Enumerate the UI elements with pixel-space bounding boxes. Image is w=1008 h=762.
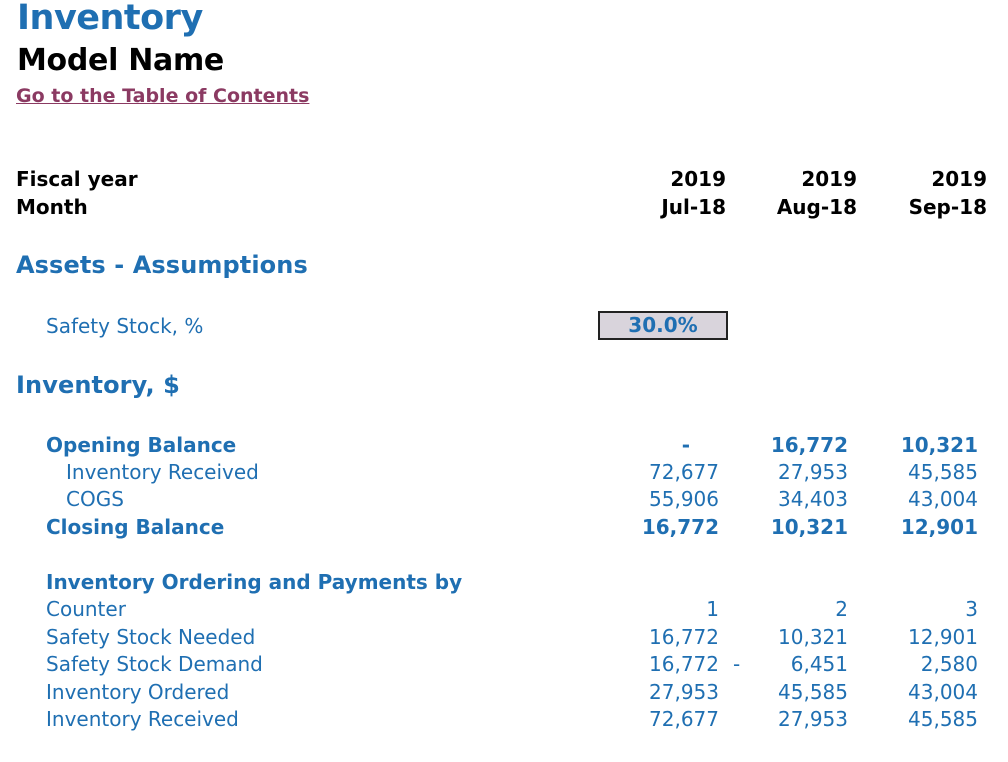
fiscal-year-col-1: 2019 xyxy=(670,167,726,191)
cogs-label: COGS xyxy=(66,487,124,511)
closing-balance-col-3: 12,901 xyxy=(900,515,978,539)
counter-col-3: 3 xyxy=(965,597,978,621)
safety-stock-demand-sign-marker: - xyxy=(733,652,741,676)
opening-balance-label: Opening Balance xyxy=(46,433,237,457)
safety-stock-needed-col-1: 16,772 xyxy=(649,625,719,649)
closing-balance-label: Closing Balance xyxy=(46,515,225,539)
ordering-inventory-received-col-1: 72,677 xyxy=(649,707,719,731)
fiscal-year-col-2: 2019 xyxy=(801,167,857,191)
opening-balance-col-1: - xyxy=(681,433,690,457)
ordering-inventory-received-col-2: 27,953 xyxy=(778,707,848,731)
fiscal-year-label: Fiscal year xyxy=(16,167,138,191)
inventory-section-title: Inventory, $ xyxy=(16,371,180,399)
inventory-received-col-1: 72,677 xyxy=(649,460,719,484)
month-col-1: Jul-18 xyxy=(661,195,726,219)
inventory-ordered-col-2: 45,585 xyxy=(778,680,848,704)
fiscal-year-col-3: 2019 xyxy=(931,167,987,191)
safety-stock-needed-label: Safety Stock Needed xyxy=(46,625,256,649)
closing-balance-col-2: 10,321 xyxy=(770,515,848,539)
safety-stock-label: Safety Stock, % xyxy=(46,314,204,338)
safety-stock-demand-col-2: 6,451 xyxy=(790,652,848,676)
inventory-received-col-3: 45,585 xyxy=(908,460,978,484)
ordering-section-title: Inventory Ordering and Payments by xyxy=(46,570,463,594)
inventory-ordered-col-3: 43,004 xyxy=(908,680,978,704)
cogs-col-2: 34,403 xyxy=(778,487,848,511)
safety-stock-needed-col-2: 10,321 xyxy=(778,625,848,649)
counter-col-2: 2 xyxy=(835,597,848,621)
cogs-col-3: 43,004 xyxy=(908,487,978,511)
ordering-inventory-received-label: Inventory Received xyxy=(46,707,239,731)
month-col-3: Sep-18 xyxy=(908,195,987,219)
inventory-received-col-2: 27,953 xyxy=(778,460,848,484)
safety-stock-demand-col-3: 2,580 xyxy=(920,652,978,676)
month-label: Month xyxy=(16,195,88,219)
inventory-ordered-label: Inventory Ordered xyxy=(46,680,230,704)
safety-stock-needed-col-3: 12,901 xyxy=(908,625,978,649)
safety-stock-demand-col-1: 16,772 xyxy=(649,652,719,676)
ordering-inventory-received-col-3: 45,585 xyxy=(908,707,978,731)
inventory-ordered-col-1: 27,953 xyxy=(649,680,719,704)
opening-balance-col-3: 10,321 xyxy=(900,433,978,457)
cogs-col-1: 55,906 xyxy=(649,487,719,511)
counter-col-1: 1 xyxy=(706,597,719,621)
safety-stock-demand-label: Safety Stock Demand xyxy=(46,652,263,676)
counter-label: Counter xyxy=(46,597,126,621)
closing-balance-col-1: 16,772 xyxy=(641,515,719,539)
safety-stock-input[interactable]: 30.0% xyxy=(598,311,728,340)
inventory-received-label: Inventory Received xyxy=(66,460,259,484)
opening-balance-col-2: 16,772 xyxy=(770,433,848,457)
page-title: Inventory xyxy=(17,0,203,38)
assumptions-section-title: Assets - Assumptions xyxy=(16,251,308,279)
model-name: Model Name xyxy=(17,43,224,78)
month-col-2: Aug-18 xyxy=(776,195,857,219)
table-of-contents-link[interactable]: Go to the Table of Contents xyxy=(16,85,310,107)
